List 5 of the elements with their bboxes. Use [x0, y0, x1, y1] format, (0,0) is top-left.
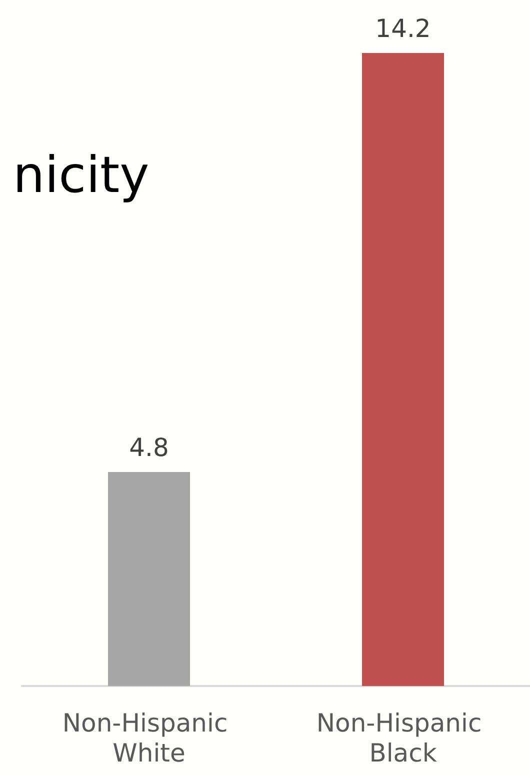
x-tick-label: Non-Hispanic Black [316, 708, 490, 768]
data-label: 14.2 [375, 14, 431, 43]
data-label: 4.8 [129, 433, 169, 462]
x-tick-label: Non-Hispanic White [62, 708, 236, 768]
text: nicity [13, 146, 150, 204]
